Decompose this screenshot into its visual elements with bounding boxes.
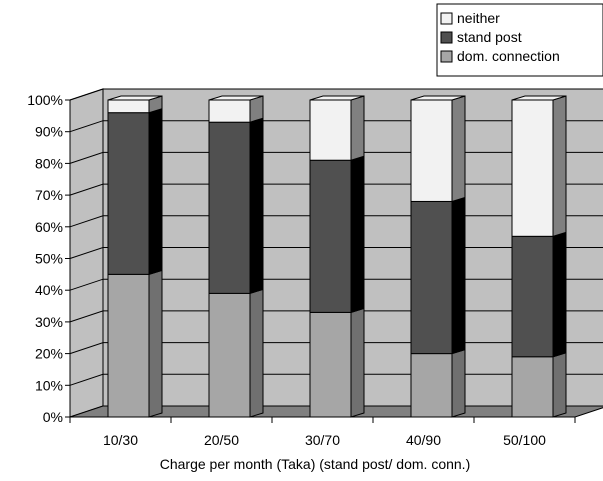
x-tick-label: 50/100 <box>503 432 546 448</box>
legend-label: dom. connection <box>457 48 560 64</box>
bar-stand-post-side <box>552 231 567 358</box>
legend-swatch <box>440 12 453 25</box>
bar-stand-post-front <box>410 200 453 355</box>
bar-dom-connection-side <box>148 269 163 418</box>
y-tick-label-group: 0% 10% 20% 30% 40% 50% 60% 70% 80% 90% 100% <box>27 92 63 425</box>
bar-neither-side <box>249 95 264 123</box>
bar-dom-connection-side <box>350 307 365 418</box>
bar-top-face <box>410 95 466 101</box>
legend: neither stand post dom. connection <box>436 3 603 77</box>
bar-dom-connection-front <box>410 353 453 418</box>
y-tick-label: 60% <box>35 219 63 235</box>
x-tick-label: 10/30 <box>103 432 138 448</box>
y-tick-label: 50% <box>35 251 63 267</box>
bar-top-face <box>208 95 264 101</box>
y-tick-label: 70% <box>35 187 63 203</box>
gridline <box>69 88 603 101</box>
y-tick-label: 30% <box>35 314 63 330</box>
bar-stand-post-side <box>249 117 264 295</box>
legend-label: stand post <box>457 29 522 45</box>
y-tick-label: 10% <box>35 377 63 393</box>
legend-swatch <box>440 50 453 63</box>
x-axis-title: Charge per month (Taka) (stand post/ dom… <box>160 456 470 472</box>
x-tick-label: 30/70 <box>305 432 340 448</box>
bar-stand-post-side <box>148 108 163 276</box>
x-tick-label: 20/50 <box>204 432 239 448</box>
bar-top-face <box>107 95 163 101</box>
bars-group <box>107 95 567 418</box>
bar-stand-post-side <box>350 155 365 314</box>
bar-stand-post-front <box>208 121 251 294</box>
bar-stand-post-front <box>107 112 150 275</box>
bar-neither-front <box>107 99 150 114</box>
bar-dom-connection-side <box>249 288 264 418</box>
bar-dom-connection-front <box>208 292 251 418</box>
bar-dom-connection-front <box>511 356 554 418</box>
bar-stand-post-front <box>309 159 352 313</box>
bar-neither-front <box>410 99 453 202</box>
bar-neither-side <box>552 95 567 237</box>
bar-top-face <box>309 95 365 101</box>
legend-box <box>436 3 603 77</box>
bar-neither-front <box>511 99 554 237</box>
bar-neither-front <box>309 99 352 161</box>
bar-dom-connection-side <box>451 348 466 418</box>
bar-dom-connection-side <box>552 352 567 418</box>
x-tick-label: 40/90 <box>406 432 441 448</box>
bar-dom-connection-front <box>309 311 352 418</box>
y-tick-label: 100% <box>27 92 63 108</box>
y-tick-label: 0% <box>43 409 63 425</box>
y-tick-label: 40% <box>35 282 63 298</box>
y-tick-label: 20% <box>35 346 63 362</box>
y-tick-label: 90% <box>35 124 63 140</box>
bar-neither-side <box>451 95 466 203</box>
bar-neither-side <box>350 95 365 161</box>
bar-top-face <box>511 95 567 101</box>
bar-stand-post-side <box>451 196 466 355</box>
bar-dom-connection-front <box>107 273 150 418</box>
legend-swatch <box>440 31 453 44</box>
x-tick-label-group: 10/30 20/50 30/70 40/90 50/100 <box>103 432 546 448</box>
legend-label: neither <box>457 10 500 26</box>
bar-neither-front <box>208 99 251 123</box>
bar-stand-post-front <box>511 235 554 358</box>
y-tick-label: 80% <box>35 155 63 171</box>
